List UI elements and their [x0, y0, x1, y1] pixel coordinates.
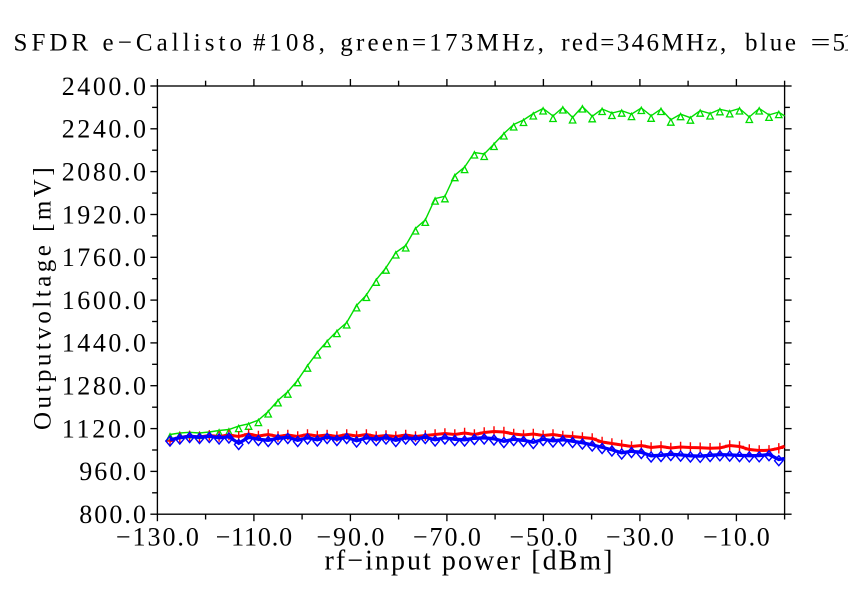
svg-text:SFDR e−Callisto: SFDR e−Callisto [14, 30, 243, 57]
svg-text:1600.0: 1600.0 [62, 286, 146, 315]
svg-text:2080.0: 2080.0 [62, 157, 146, 186]
svg-text:5: 5 [833, 30, 846, 57]
svg-text:800.0: 800.0 [79, 500, 146, 529]
svg-text:1440.0: 1440.0 [62, 329, 146, 358]
svg-text:1760.0: 1760.0 [62, 243, 146, 272]
svg-text:960.0: 960.0 [79, 457, 146, 486]
svg-text:1920.0: 1920.0 [62, 200, 146, 229]
svg-text:−30.0: −30.0 [606, 523, 674, 552]
svg-text:2400.0: 2400.0 [62, 72, 146, 101]
svg-text:1280.0: 1280.0 [62, 372, 146, 401]
svg-text:red=346MHz,: red=346MHz, [561, 30, 726, 57]
svg-text:rf−input power [dBm]: rf−input power [dBm] [325, 545, 613, 576]
svg-text:−110.0: −110.0 [216, 523, 293, 552]
svg-text:#108,: #108, [253, 30, 325, 57]
svg-text:=: = [811, 30, 831, 57]
svg-text:−90.0: −90.0 [316, 523, 384, 552]
svg-text:1: 1 [843, 30, 848, 57]
svg-text:2240.0: 2240.0 [62, 115, 146, 144]
svg-text:−70.0: −70.0 [413, 523, 481, 552]
svg-text:−130.0: −130.0 [116, 523, 199, 552]
svg-text:−10.0: −10.0 [703, 523, 770, 552]
svg-text:−50.0: −50.0 [509, 523, 577, 552]
svg-text:blue: blue [745, 30, 796, 57]
